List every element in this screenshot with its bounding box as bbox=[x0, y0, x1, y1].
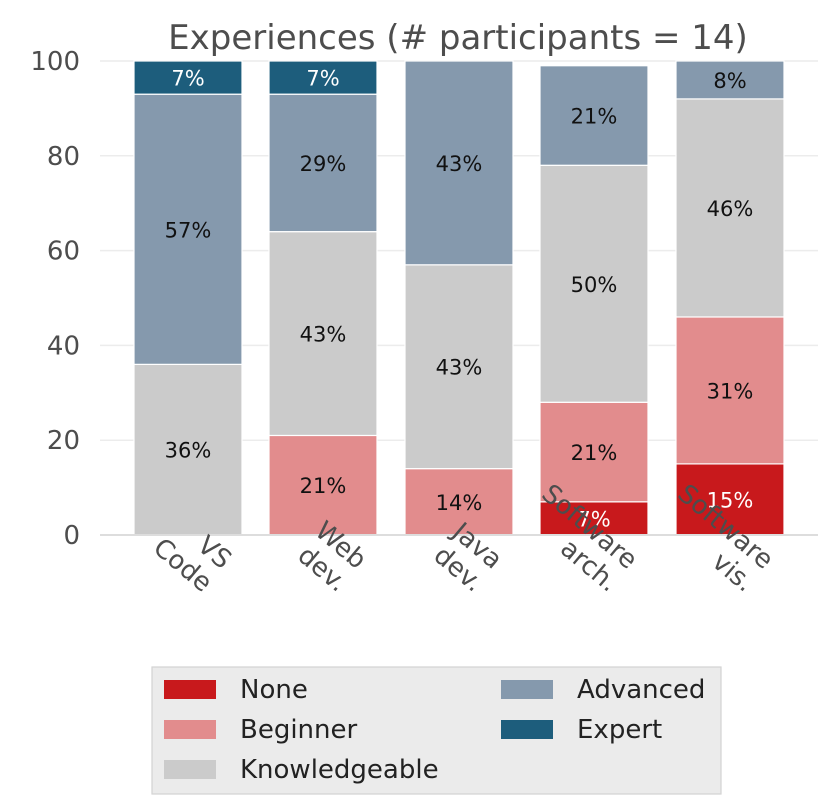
y-tick-label: 100 bbox=[30, 47, 80, 77]
bar-segment bbox=[675, 98, 785, 318]
data-label: 7% bbox=[577, 507, 610, 531]
bar-segment bbox=[133, 60, 243, 95]
data-label: 50% bbox=[571, 273, 618, 297]
legend-box bbox=[151, 666, 722, 795]
legend-label: Advanced bbox=[577, 675, 705, 705]
data-label: 43% bbox=[436, 152, 483, 176]
data-label: 8% bbox=[713, 69, 746, 93]
legend-swatch bbox=[164, 760, 216, 779]
legend-label: None bbox=[240, 675, 308, 705]
legend-label: Expert bbox=[577, 715, 662, 745]
bar-segment bbox=[539, 401, 649, 503]
bar-segment bbox=[268, 60, 378, 95]
data-label: 7% bbox=[171, 67, 204, 91]
bar-segment bbox=[675, 316, 785, 465]
bar-segment bbox=[539, 65, 649, 166]
data-label: 21% bbox=[300, 474, 347, 498]
y-tick-label: 20 bbox=[47, 426, 80, 456]
data-label: 15% bbox=[707, 488, 754, 512]
data-label: 36% bbox=[165, 439, 212, 463]
bar-segment bbox=[133, 363, 243, 536]
y-axis: 0 20 40 60 80 100 bbox=[30, 47, 80, 551]
y-tick-label: 80 bbox=[47, 142, 80, 172]
bar-segment bbox=[133, 93, 243, 365]
bar-segment bbox=[404, 468, 514, 536]
bar-segment bbox=[404, 60, 514, 266]
data-label: 43% bbox=[436, 356, 483, 380]
legend-swatch bbox=[501, 680, 553, 699]
data-label: 21% bbox=[571, 105, 618, 129]
bar-segment bbox=[539, 164, 649, 403]
y-tick-label: 40 bbox=[47, 331, 80, 361]
data-label: 57% bbox=[165, 218, 212, 242]
y-tick-label: 60 bbox=[47, 237, 80, 267]
legend-swatch bbox=[164, 680, 216, 699]
chart-title: Experiences (# participants = 14) bbox=[168, 18, 748, 58]
bar-segment bbox=[675, 60, 785, 100]
bar-segment bbox=[404, 264, 514, 470]
legend-label: Knowledgeable bbox=[240, 755, 439, 785]
data-label: 14% bbox=[436, 491, 483, 515]
legend-swatch bbox=[164, 720, 216, 739]
y-tick-label: 0 bbox=[63, 521, 80, 551]
data-label: 43% bbox=[300, 323, 347, 347]
legend-swatch bbox=[501, 720, 553, 739]
bars: 36% 57% 7% 21% 43% 29% 7% 14% 43% 43% 7% 21% 50% 21% 1… bbox=[133, 60, 785, 536]
data-label: 31% bbox=[707, 379, 754, 403]
data-label: 7% bbox=[306, 67, 339, 91]
data-label: 21% bbox=[571, 441, 618, 465]
legend: None Advanced Beginner Expert Knowledgeable bbox=[151, 666, 722, 795]
data-label: 46% bbox=[707, 197, 754, 221]
data-label: 29% bbox=[300, 152, 347, 176]
legend-label: Beginner bbox=[240, 715, 358, 745]
